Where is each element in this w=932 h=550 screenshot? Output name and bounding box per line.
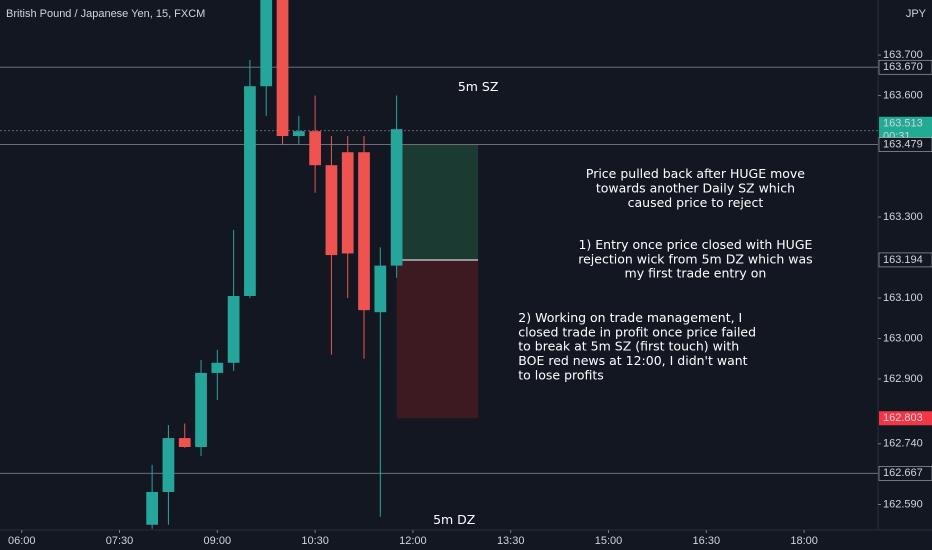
candle-body: [178, 438, 191, 447]
annotation: 5m SZ: [458, 79, 499, 94]
x-tick-label: 06:00: [8, 535, 36, 547]
candle-body: [374, 265, 387, 313]
chart-title: British Pound / Japanese Yen, 15, FXCM: [6, 8, 205, 20]
y-tick-label: 162.740: [883, 438, 923, 450]
x-tick-label: 16:30: [693, 535, 721, 547]
y-tick-label: 163.600: [883, 89, 923, 101]
annotation: my first trade entry on: [625, 266, 767, 281]
candle-body: [358, 152, 370, 311]
candle-body: [309, 131, 321, 166]
x-tick-label: 15:00: [595, 535, 623, 547]
price-level-label: 163.194: [883, 254, 923, 266]
price-level-label: 162.667: [883, 467, 923, 479]
candle-body: [195, 372, 207, 447]
x-tick-label: 07:30: [106, 535, 134, 547]
candle-body: [162, 438, 175, 492]
annotation: to lose profits: [518, 367, 604, 382]
annotation: rejection wick from 5m DZ which was: [578, 251, 812, 266]
candle-body: [260, 0, 273, 87]
annotation: towards another Daily SZ which: [596, 180, 795, 195]
price-level-label: 163.479: [883, 138, 923, 150]
annotation: to break at 5m SZ (first touch) with: [518, 339, 739, 354]
x-tick-label: 09:00: [204, 535, 232, 547]
annotation: 5m DZ: [433, 512, 475, 527]
axes: 163.670163.51300:31163.479163.479163.194…: [8, 49, 932, 547]
x-tick-label: 10:30: [301, 535, 329, 547]
candle-body: [227, 295, 240, 363]
profit-zone: [396, 144, 479, 260]
price-level-label: 162.803: [883, 412, 923, 424]
candle-body: [325, 165, 338, 256]
candle-body: [390, 129, 403, 266]
annotation: caused price to reject: [628, 195, 764, 210]
candle-body: [292, 131, 305, 137]
currency: JPY: [906, 8, 927, 20]
y-tick-label: 163.700: [883, 49, 923, 61]
x-tick-label: 13:30: [497, 535, 525, 547]
annotation: Price pulled back after HUGE move: [586, 166, 805, 181]
price-level-box: [879, 411, 932, 426]
annotation: closed trade in profit once price failed: [518, 324, 756, 339]
candle-body: [146, 491, 158, 525]
price-level-box: [878, 252, 932, 268]
candle-body: [341, 152, 354, 254]
loss-zone: [396, 259, 479, 419]
y-tick-label: 162.900: [883, 373, 923, 385]
x-tick-label: 18:00: [790, 535, 818, 547]
annotation: 1) Entry once price closed with HUGE: [578, 237, 812, 252]
y-tick-label: 163.300: [883, 211, 923, 223]
price-level-label: 163.670: [883, 61, 923, 73]
price-level-label: 163.513: [883, 118, 923, 130]
price-level-box: [878, 466, 932, 481]
annotation: BOE red news at 12:00, I didn't want: [518, 353, 747, 368]
candle-body: [244, 86, 256, 296]
x-tick-label: 12:00: [399, 535, 427, 547]
price-level-box: [878, 59, 932, 75]
y-tick-label: 162.590: [883, 498, 923, 510]
y-tick-label: 163.100: [883, 292, 923, 304]
candle-body: [211, 362, 224, 373]
candle-body: [276, 0, 289, 137]
y-tick-label: 163.000: [883, 332, 923, 344]
price-level-box: [878, 137, 932, 152]
annotation: 2) Working on trade management, I: [518, 310, 742, 325]
